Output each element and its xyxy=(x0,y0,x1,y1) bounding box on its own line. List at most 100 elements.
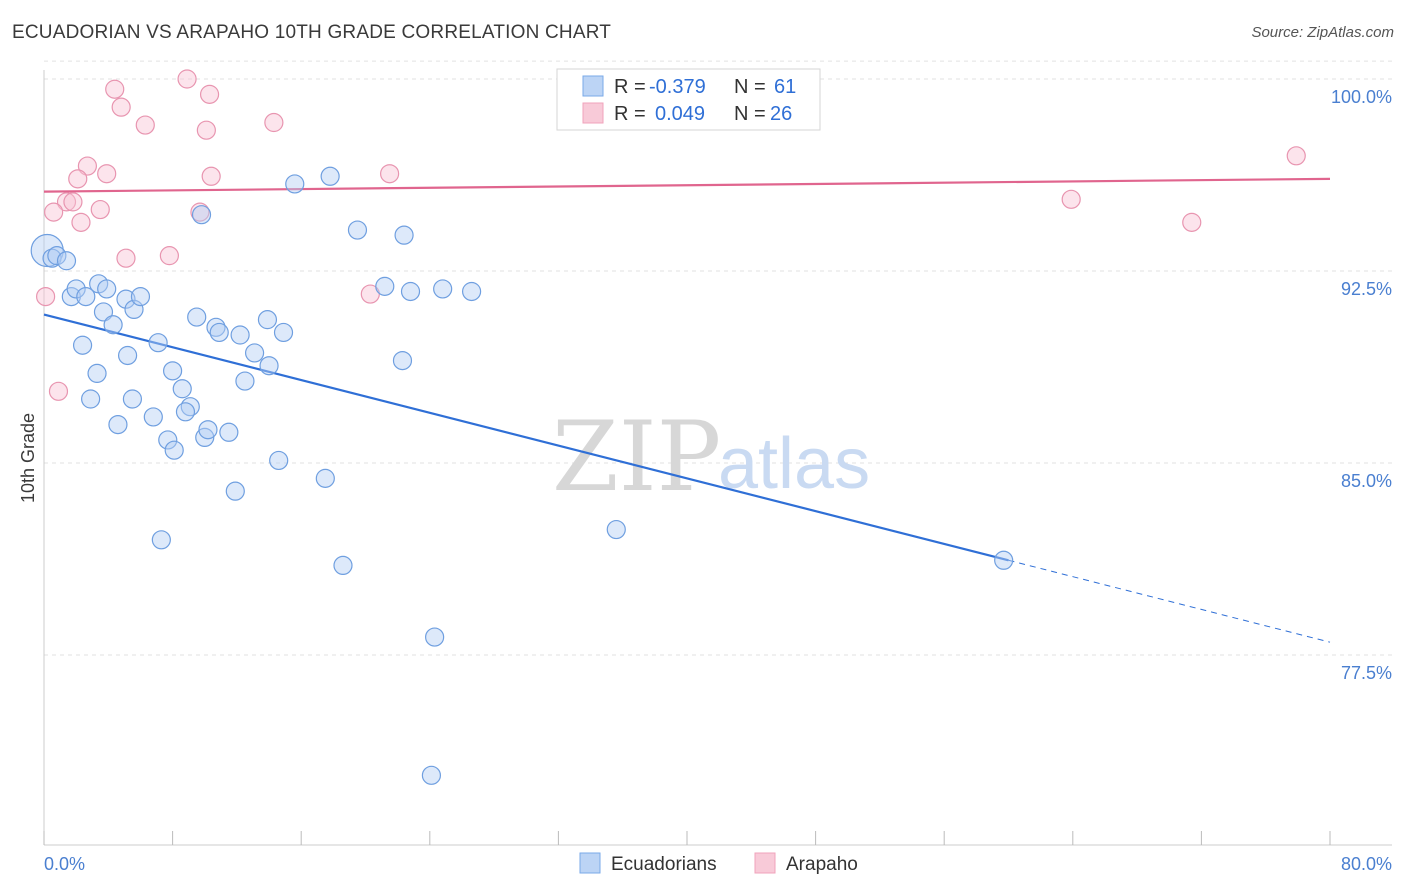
point-ecuadorians-25 xyxy=(143,407,163,427)
point-ecuadorians-56 xyxy=(421,765,442,785)
point-arapaho-18 xyxy=(116,248,136,268)
point-ecuadorians-45 xyxy=(375,276,395,296)
point-arapaho-24 xyxy=(1182,212,1202,232)
watermark-atlas: atlas xyxy=(718,424,870,504)
legend-n-label-1: N = xyxy=(734,76,766,98)
point-ecuadorians-54 xyxy=(333,555,353,576)
x-tick-label-max: 80.0% xyxy=(1341,854,1392,874)
point-arapaho-3 xyxy=(111,97,131,117)
point-arapaho-23 xyxy=(1061,189,1081,209)
point-ecuadorians-37 xyxy=(235,371,255,391)
point-ecuadorians-50 xyxy=(269,450,289,471)
point-ecuadorians-28 xyxy=(195,427,215,447)
y-tick-labels: 77.5% 85.0% 92.5% 100.0% xyxy=(1331,87,1392,683)
legend-n-label-2: N = xyxy=(734,103,766,125)
point-ecuadorians-23 xyxy=(175,402,196,422)
point-ecuadorians-43 xyxy=(347,220,368,240)
legend-r-label-2: R = xyxy=(614,103,646,125)
point-ecuadorians-33 xyxy=(209,322,229,343)
point-ecuadorians-6 xyxy=(76,287,96,307)
y-tick-label-2: 92.5% xyxy=(1341,279,1392,299)
source-label: Source: ZipAtlas.com xyxy=(1251,24,1394,41)
trend-line-ecuadorians-extension xyxy=(1008,559,1331,643)
point-ecuadorians-57 xyxy=(606,519,626,540)
point-ecuadorians-19 xyxy=(148,333,168,353)
point-arapaho-6 xyxy=(196,120,216,140)
point-ecuadorians-9 xyxy=(93,302,114,322)
point-ecuadorians-3 xyxy=(56,251,77,271)
point-arapaho-19 xyxy=(159,246,179,266)
point-ecuadorians-38 xyxy=(259,356,279,376)
point-arapaho-2 xyxy=(199,84,220,104)
bottom-legend-label-ecuadorians: Ecuadorians xyxy=(611,854,717,875)
point-ecuadorians-29 xyxy=(198,420,218,440)
point-arapaho-5 xyxy=(264,112,284,133)
stats-legend: R = -0.379 N = 61 R = 0.049 N = 26 xyxy=(556,68,821,131)
point-ecuadorians-14 xyxy=(72,335,93,355)
point-ecuadorians-11 xyxy=(116,289,136,309)
point-ecuadorians-36 xyxy=(257,310,278,330)
y-tick-label-0: 77.5% xyxy=(1341,663,1392,683)
point-ecuadorians-35 xyxy=(244,343,265,363)
point-arapaho-11 xyxy=(380,164,400,184)
point-ecuadorians-21 xyxy=(172,379,192,399)
point-ecuadorians-26 xyxy=(158,430,178,450)
point-arapaho-0 xyxy=(177,69,197,89)
point-arapaho-9 xyxy=(201,166,221,186)
point-ecuadorians-49 xyxy=(392,351,413,371)
trend-line-arapaho xyxy=(43,177,1331,193)
point-ecuadorians-51 xyxy=(225,481,245,501)
point-ecuadorians-52 xyxy=(315,468,335,488)
data-points xyxy=(30,69,1306,785)
point-ecuadorians-34 xyxy=(230,325,250,345)
point-ecuadorians-18 xyxy=(122,389,143,409)
point-ecuadorians-40 xyxy=(191,205,212,225)
point-ecuadorians-58 xyxy=(994,550,1014,570)
point-arapaho-25 xyxy=(1286,146,1306,166)
y-axis-label: 10th Grade xyxy=(18,413,38,503)
point-ecuadorians-47 xyxy=(433,279,453,299)
bottom-legend-swatch-arapaho xyxy=(754,852,776,874)
point-ecuadorians-30 xyxy=(219,422,239,442)
bottom-legend-label-arapaho: Arapaho xyxy=(786,854,858,875)
point-ecuadorians-17 xyxy=(117,345,138,366)
point-arapaho-7 xyxy=(77,156,98,176)
point-ecuadorians-20 xyxy=(163,361,183,381)
point-ecuadorians-15 xyxy=(87,363,107,383)
point-arapaho-17 xyxy=(71,212,91,232)
point-arapaho-20 xyxy=(36,287,56,307)
point-ecuadorians-16 xyxy=(81,389,101,409)
point-arapaho-22 xyxy=(48,381,69,401)
point-ecuadorians-55 xyxy=(425,627,445,647)
legend-r-label-1: R = xyxy=(614,76,646,98)
point-ecuadorians-2 xyxy=(47,246,67,266)
x-tick-label-min: 0.0% xyxy=(44,854,85,874)
point-arapaho-15 xyxy=(90,199,110,220)
point-ecuadorians-13 xyxy=(130,287,151,307)
legend-n-value-1: 61 xyxy=(774,76,796,98)
point-arapaho-12 xyxy=(56,192,77,212)
legend-swatch-arapaho xyxy=(582,102,604,124)
point-ecuadorians-48 xyxy=(461,281,482,302)
point-arapaho-1 xyxy=(105,79,125,99)
trend-lines xyxy=(43,177,1331,643)
point-arapaho-4 xyxy=(135,115,155,135)
point-ecuadorians-53 xyxy=(151,530,171,550)
y-tick-label-1: 85.0% xyxy=(1341,471,1392,491)
legend-r-value-1: -0.379 xyxy=(649,76,706,98)
point-arapaho-13 xyxy=(63,192,83,212)
point-ecuadorians-8 xyxy=(97,279,117,299)
x-axis-ticks xyxy=(43,831,1331,845)
bottom-legend-swatch-ecuadorians xyxy=(579,852,601,874)
point-ecuadorians-46 xyxy=(400,281,421,302)
watermark: ZIP atlas xyxy=(552,401,870,513)
legend-n-value-2: 26 xyxy=(770,103,792,125)
gridlines xyxy=(44,60,1392,656)
point-ecuadorians-5 xyxy=(66,279,86,299)
point-ecuadorians-44 xyxy=(394,225,414,245)
point-ecuadorians-10 xyxy=(103,315,123,335)
point-ecuadorians-31 xyxy=(187,307,207,327)
legend-swatch-ecuadorians xyxy=(582,75,604,97)
point-ecuadorians-27 xyxy=(164,440,184,460)
